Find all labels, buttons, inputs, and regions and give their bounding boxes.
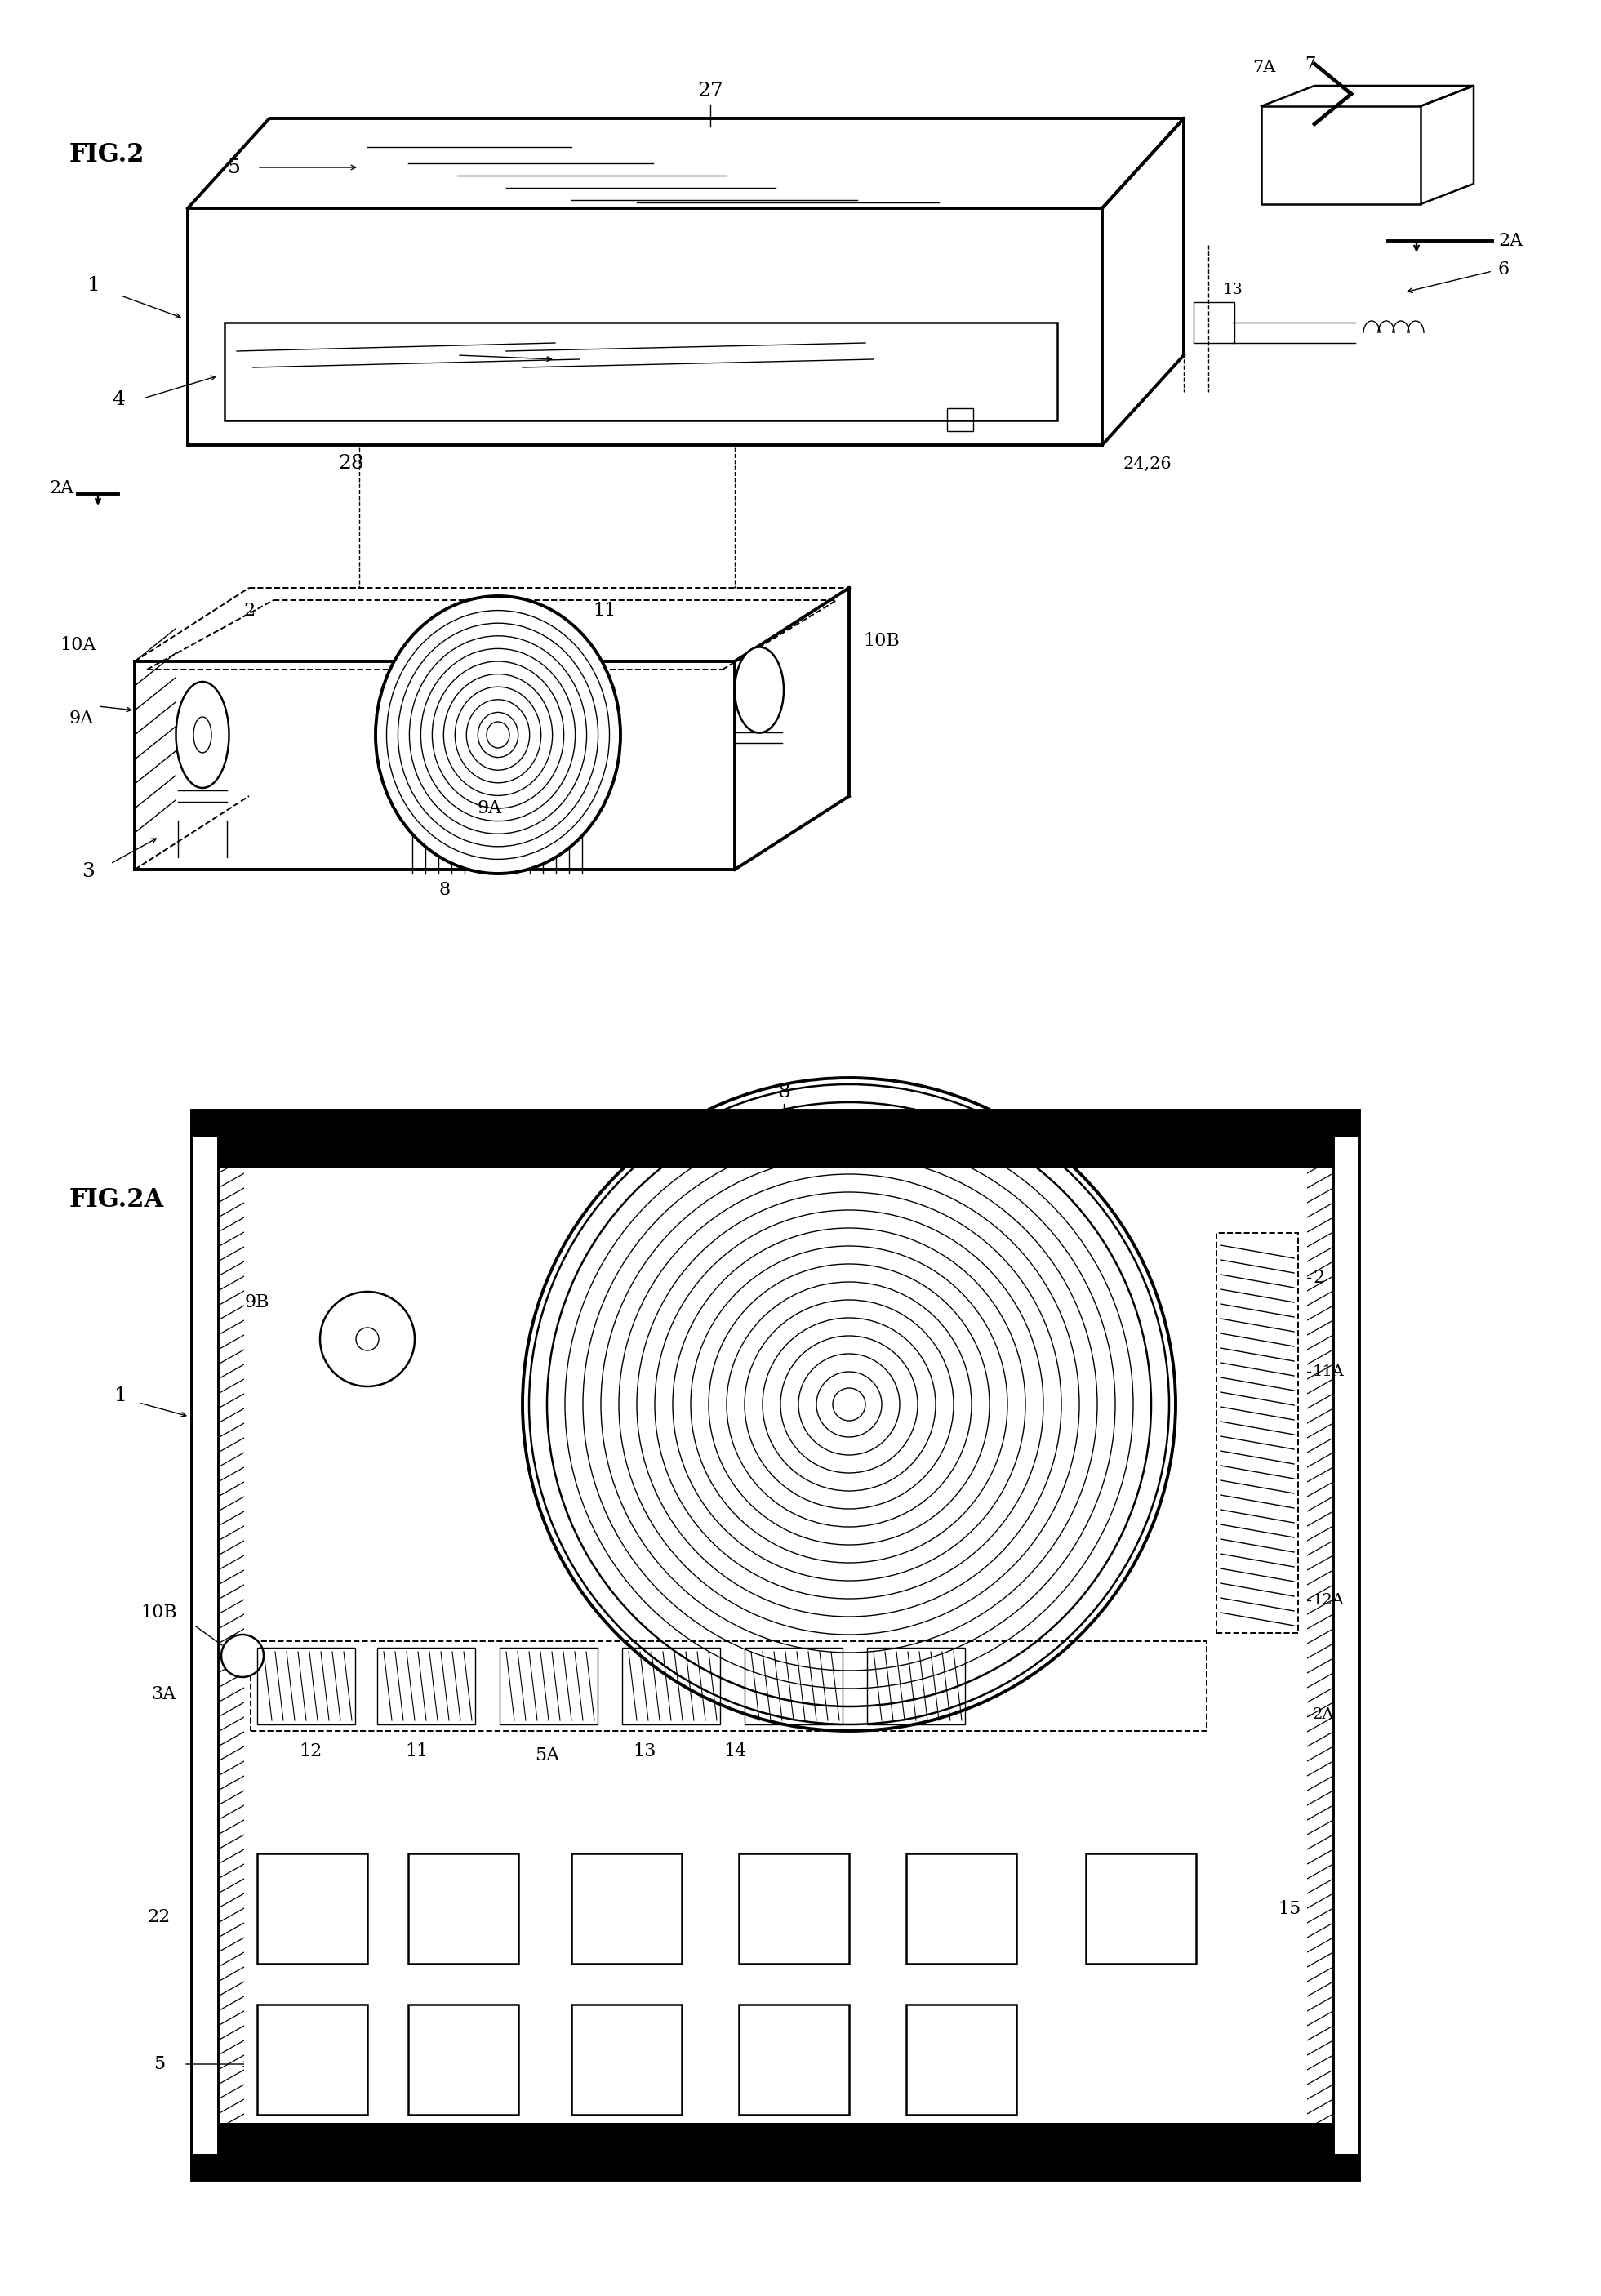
Bar xyxy=(258,1853,367,1963)
Bar xyxy=(218,1137,1334,1169)
Text: 10B: 10B xyxy=(141,1603,178,1621)
Text: 12A: 12A xyxy=(1313,1593,1345,1607)
Text: 8: 8 xyxy=(439,882,451,900)
Bar xyxy=(192,2154,1359,2181)
Text: 21: 21 xyxy=(949,2131,972,2149)
Text: 10A: 10A xyxy=(59,636,96,654)
Text: 2: 2 xyxy=(243,602,255,620)
Bar xyxy=(251,1642,1207,1731)
Bar xyxy=(744,1649,842,1724)
Text: 28: 28 xyxy=(338,455,363,473)
Bar xyxy=(408,2004,519,2115)
Text: 9B: 9B xyxy=(245,1293,269,1311)
Bar xyxy=(218,2124,1334,2154)
Ellipse shape xyxy=(487,721,509,748)
Bar xyxy=(572,2004,682,2115)
Text: 13: 13 xyxy=(1223,282,1242,296)
Text: 2A: 2A xyxy=(1313,1708,1335,1722)
Text: 3: 3 xyxy=(82,863,94,882)
Text: 5: 5 xyxy=(227,158,240,177)
Bar xyxy=(868,1649,965,1724)
Text: 22: 22 xyxy=(147,1908,171,1926)
Text: 16: 16 xyxy=(301,2131,323,2149)
Circle shape xyxy=(355,1327,379,1350)
Text: 9A: 9A xyxy=(69,709,94,728)
Text: 6: 6 xyxy=(1499,259,1510,278)
Text: 18: 18 xyxy=(451,2131,474,2149)
Bar xyxy=(192,1111,1359,2181)
Bar xyxy=(258,2004,367,2115)
Text: 13: 13 xyxy=(634,1743,656,1761)
Bar xyxy=(218,1137,1334,2154)
Text: 2: 2 xyxy=(1313,1270,1324,1286)
Text: 4: 4 xyxy=(112,390,125,409)
Text: 11A: 11A xyxy=(1313,1364,1345,1380)
Bar xyxy=(192,1111,1359,1137)
Text: 17: 17 xyxy=(1129,2131,1153,2149)
Text: 7A: 7A xyxy=(1252,60,1276,76)
Bar xyxy=(258,1649,355,1724)
Bar xyxy=(218,1137,1334,1169)
Bar xyxy=(378,1649,475,1724)
Text: 5A: 5A xyxy=(535,1747,559,1763)
Bar xyxy=(1217,1233,1298,1632)
Text: 2A: 2A xyxy=(50,480,74,498)
Ellipse shape xyxy=(735,647,784,732)
Text: 12: 12 xyxy=(299,1743,322,1761)
Bar xyxy=(906,1853,1017,1963)
Text: 10B: 10B xyxy=(863,631,900,650)
Bar xyxy=(1085,1853,1196,1963)
Text: 1: 1 xyxy=(88,276,101,296)
Bar xyxy=(738,2004,849,2115)
Bar xyxy=(408,1853,519,1963)
Text: 3A: 3A xyxy=(150,1685,176,1704)
Text: 5: 5 xyxy=(154,2055,165,2073)
Bar xyxy=(192,2154,1359,2181)
Bar xyxy=(224,321,1057,420)
Bar xyxy=(243,1169,1306,2124)
Text: 15: 15 xyxy=(1278,1901,1300,1917)
Text: 11: 11 xyxy=(592,602,616,620)
Bar xyxy=(948,409,973,432)
Bar xyxy=(738,1853,849,1963)
Bar xyxy=(1262,106,1420,204)
Text: 11: 11 xyxy=(405,1743,427,1761)
Bar xyxy=(218,1137,1334,2154)
Text: 24,26: 24,26 xyxy=(1122,457,1172,471)
Bar xyxy=(1194,303,1234,342)
Bar xyxy=(572,1853,682,1963)
Bar xyxy=(623,1649,720,1724)
Text: 14: 14 xyxy=(724,1743,746,1761)
Text: 9A: 9A xyxy=(477,799,503,817)
Text: 1: 1 xyxy=(114,1387,126,1405)
Text: 27: 27 xyxy=(698,83,724,101)
Ellipse shape xyxy=(194,716,211,753)
Bar xyxy=(218,2124,1334,2154)
Circle shape xyxy=(833,1389,866,1421)
Text: 19: 19 xyxy=(615,2131,637,2149)
Ellipse shape xyxy=(176,682,229,788)
Ellipse shape xyxy=(376,597,621,875)
Circle shape xyxy=(320,1293,415,1387)
Bar xyxy=(906,2004,1017,2115)
Text: 20: 20 xyxy=(781,2131,805,2149)
Bar xyxy=(500,1649,597,1724)
Text: 8: 8 xyxy=(776,1081,791,1102)
Text: 7: 7 xyxy=(1305,55,1316,71)
Text: FIG.2: FIG.2 xyxy=(69,142,146,168)
Text: 2A: 2A xyxy=(1499,232,1523,250)
Bar xyxy=(192,1111,1359,1137)
Circle shape xyxy=(221,1635,264,1676)
Text: FIG.2A: FIG.2A xyxy=(69,1187,165,1212)
